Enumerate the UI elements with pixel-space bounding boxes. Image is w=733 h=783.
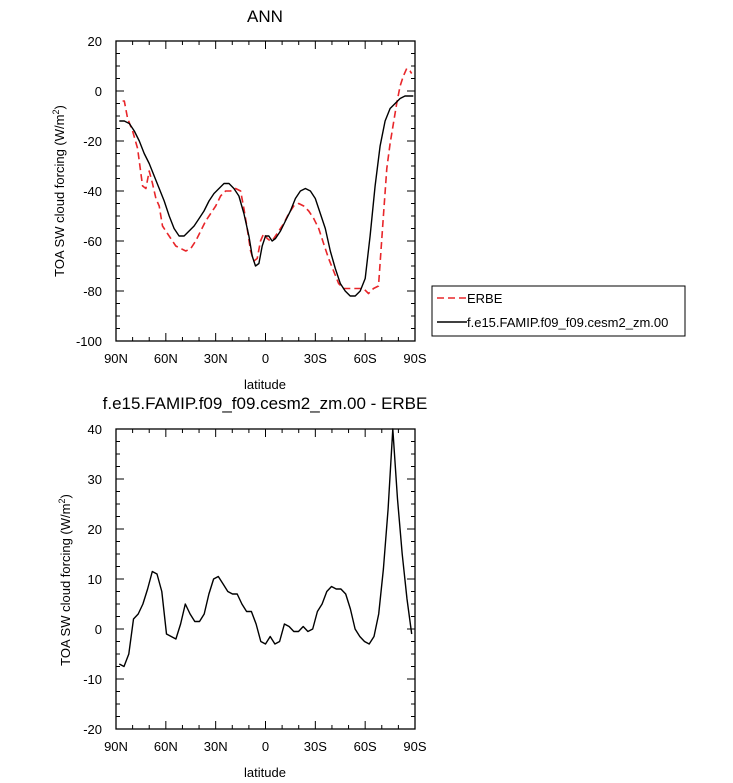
bottom-y-tick-label: 40 [88,422,102,437]
top-x-tick-label: 0 [262,351,269,366]
bottom-x-tick-label: 60S [354,739,377,754]
top-plot-area: 90N 60N 30N 0 30S 60S 90S 20 0 -20 -40 -60 -80 -100 [76,34,427,366]
panel-bottom: f.e15.FAMIP.f09_f09.cesm2_zm.00 - ERBE 9… [57,394,427,780]
bottom-x-tick-label: 90S [403,739,426,754]
x-axis-label-top: latitude [244,377,286,392]
bottom-x-tick-label: 90N [104,739,128,754]
y-axis-label-top-main: TOA SW cloud forcing (W/m [52,115,67,277]
chart-title-bottom: f.e15.FAMIP.f09_f09.cesm2_zm.00 - ERBE [103,394,428,413]
top-y-tick-label: -80 [83,284,102,299]
top-x-tick-label: 90N [104,351,128,366]
bottom-plot-area: 90N 60N 30N 0 30S 60S 90S 40 30 20 10 0 -10 -20 [83,422,427,754]
top-x-tick-label: 30S [304,351,327,366]
top-y-tick-label: -40 [83,184,102,199]
top-x-tick-label: 60S [354,351,377,366]
legend: ERBE f.e15.FAMIP.f09_f09.cesm2_zm.00 [431,285,686,337]
top-y-tick-label: 20 [88,34,102,49]
bottom-x-tick-label: 30S [304,739,327,754]
bottom-y-tick-label: 20 [88,522,102,537]
y-axis-label-top-end: ) [52,105,67,109]
top-x-tick-label: 90S [403,351,426,366]
bottom-y-tick-label: -10 [83,672,102,687]
y-axis-label-top: TOA SW cloud forcing (W/m2) [51,105,67,277]
panel-top: ANN 90N 60N 30N 0 30S 60S 90S 20 0 -20 -40 -60 -80 -1… [51,7,427,392]
bottom-y-tick-label: 30 [88,472,102,487]
bottom-x-tick-label: 30N [204,739,228,754]
legend-box [431,285,686,337]
legend-label-erbe: ERBE [467,291,503,306]
top-y-tick-label: -100 [76,334,102,349]
top-series-line-1 [119,95,414,297]
top-y-tick-label: 0 [95,84,102,99]
y-axis-label-bottom-sup: 2 [57,499,67,504]
y-axis-label-bottom: TOA SW cloud forcing (W/m2) [57,494,73,666]
bottom-x-tick-label: 60N [154,739,178,754]
top-series-line-0 [122,67,413,295]
y-axis-label-bottom-end: ) [58,494,73,498]
bottom-y-tick-label: -20 [83,722,102,737]
legend-label-model: f.e15.FAMIP.f09_f09.cesm2_zm.00 [467,315,668,330]
top-y-tick-label: -20 [83,134,102,149]
top-x-tick-label: 30N [204,351,228,366]
top-x-tick-label: 60N [154,351,178,366]
bottom-series-line-0 [118,428,413,668]
bottom-x-tick-label: 0 [262,739,269,754]
y-axis-label-top-sup: 2 [51,110,61,115]
y-axis-label-bottom-main: TOA SW cloud forcing (W/m [58,504,73,666]
chart-title-top: ANN [247,7,283,26]
top-y-tick-label: -60 [83,234,102,249]
bottom-y-tick-label: 10 [88,572,102,587]
bottom-y-tick-label: 0 [95,622,102,637]
x-axis-label-bottom: latitude [244,765,286,780]
bottom-plot-frame [115,428,416,730]
